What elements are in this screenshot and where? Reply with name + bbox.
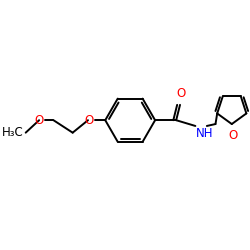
Text: O: O [84, 114, 94, 127]
Text: O: O [228, 129, 237, 142]
Text: NH: NH [196, 127, 214, 140]
Text: H₃C: H₃C [2, 126, 24, 139]
Text: O: O [176, 87, 186, 100]
Text: O: O [35, 114, 44, 127]
